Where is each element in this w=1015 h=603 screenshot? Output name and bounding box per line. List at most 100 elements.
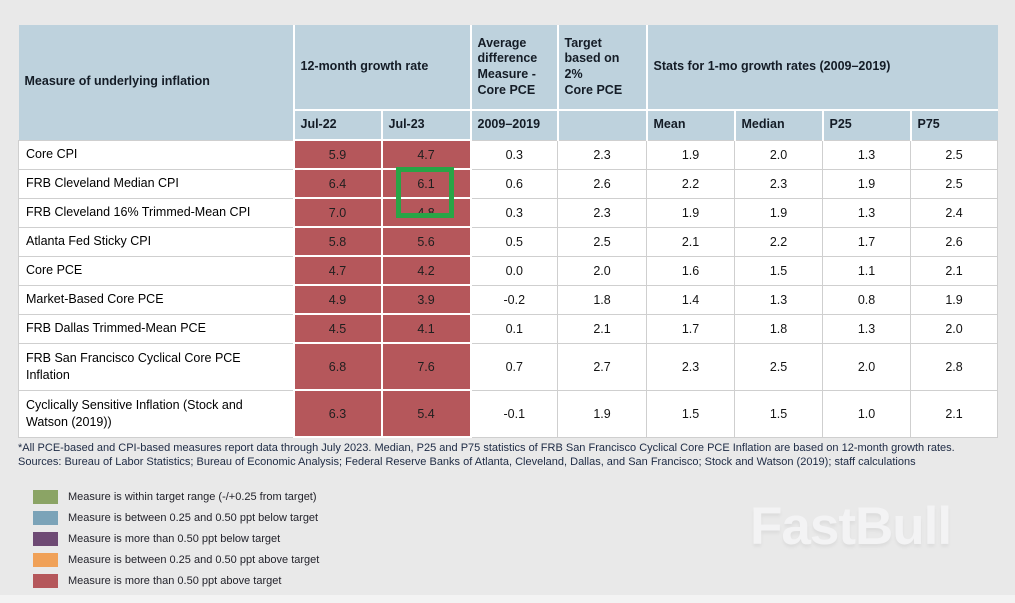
cell-mean: 1.4: [646, 284, 736, 315]
cell-p25: 1.0: [822, 389, 912, 438]
legend-label: Measure is within target range (-/+0.25 …: [68, 491, 317, 503]
cell-p75: 1.9: [910, 284, 999, 315]
cell-p75: 2.8: [910, 342, 999, 391]
cell-mean: 2.2: [646, 168, 736, 199]
cell-p75: 2.0: [910, 313, 999, 344]
cell-p25: 1.3: [822, 139, 912, 170]
cell-median: 1.5: [734, 255, 824, 286]
table-row: Cyclically Sensitive Inflation (Stock an…: [18, 389, 999, 438]
cell-target: 2.1: [557, 313, 648, 344]
row-label: Atlanta Fed Sticky CPI: [18, 226, 294, 257]
legend-label: Measure is between 0.25 and 0.50 ppt abo…: [68, 554, 320, 566]
footnote-line-2: Sources: Bureau of Labor Statistics; Bur…: [18, 456, 916, 468]
cell-p75: 2.5: [910, 168, 999, 199]
cell-jul23: 5.4: [380, 389, 472, 438]
bottom-strip: [0, 595, 1015, 603]
cell-jul23: 3.9: [380, 284, 472, 315]
cell-jul23: 7.6: [380, 342, 472, 391]
row-label: FRB Cleveland Median CPI: [18, 168, 294, 199]
cell-mean: 2.3: [646, 342, 736, 391]
subheader-mean: Mean: [646, 109, 736, 140]
legend-swatch-below-025-050: [33, 511, 58, 525]
cell-median: 2.0: [734, 139, 824, 170]
cell-jul22: 4.5: [292, 313, 383, 344]
cell-p75: 2.5: [910, 139, 999, 170]
cell-jul22: 4.7: [292, 255, 383, 286]
legend-label: Measure is more than 0.50 ppt below targ…: [68, 533, 281, 545]
cell-mean: 1.5: [646, 389, 736, 438]
cell-median: 1.5: [734, 389, 824, 438]
legend-swatch-above-025-050: [33, 553, 58, 567]
cell-jul22: 6.8: [292, 342, 383, 391]
legend-item: Measure is more than 0.50 ppt below targ…: [33, 532, 319, 546]
legend-swatch-below-more-050: [33, 532, 58, 546]
cell-median: 1.8: [734, 313, 824, 344]
cell-jul22: 6.4: [292, 168, 383, 199]
subheader-jul22: Jul-22: [293, 109, 383, 140]
cell-p25: 1.3: [822, 313, 912, 344]
cell-mean: 1.6: [646, 255, 736, 286]
table-subheader-row: Jul-22 Jul-23 2009–2019 Mean Median P25 …: [19, 109, 998, 140]
cell-median: 1.3: [734, 284, 824, 315]
cell-jul22: 4.9: [292, 284, 383, 315]
table-row: FRB Cleveland Median CPI 6.4 6.1 0.6 2.6…: [18, 168, 999, 199]
table-row: FRB San Francisco Cyclical Core PCE Infl…: [18, 342, 999, 391]
cell-jul22: 5.9: [292, 139, 383, 170]
cell-p25: 1.1: [822, 255, 912, 286]
cell-mean: 1.9: [646, 139, 736, 170]
table-row: FRB Dallas Trimmed-Mean PCE 4.5 4.1 0.1 …: [18, 313, 999, 344]
header-measure: Measure of underlying inflation: [18, 25, 295, 140]
cell-p75: 2.1: [910, 389, 999, 438]
row-label: Core CPI: [18, 139, 294, 170]
table-row: Core CPI 5.9 4.7 0.3 2.3 1.9 2.0 1.3 2.5: [18, 139, 999, 170]
subheader-p75: P75: [910, 109, 998, 140]
subheader-median: Median: [734, 109, 824, 140]
row-label: FRB San Francisco Cyclical Core PCE Infl…: [18, 342, 294, 391]
table-row: FRB Cleveland 16% Trimmed-Mean CPI 7.0 4…: [18, 197, 999, 228]
cell-avg-diff: -0.1: [470, 389, 559, 438]
inflation-table-container: Measure of underlying inflation 12-month…: [18, 25, 999, 438]
subheader-jul23: Jul-23: [381, 109, 472, 140]
cell-jul23: 4.7: [380, 139, 472, 170]
cell-p75: 2.4: [910, 197, 999, 228]
cell-mean: 2.1: [646, 226, 736, 257]
cell-target: 2.5: [557, 226, 648, 257]
cell-jul23: 6.1: [380, 168, 472, 199]
row-label: FRB Cleveland 16% Trimmed-Mean CPI: [18, 197, 294, 228]
cell-jul23: 4.1: [380, 313, 472, 344]
cell-avg-diff: 0.0: [470, 255, 559, 286]
row-label: Cyclically Sensitive Inflation (Stock an…: [18, 389, 294, 438]
cell-p25: 1.3: [822, 197, 912, 228]
cell-p25: 1.9: [822, 168, 912, 199]
footnotes: *All PCE-based and CPI-based measures re…: [18, 441, 1008, 469]
legend-item: Measure is within target range (-/+0.25 …: [33, 490, 319, 504]
subheader-p25: P25: [822, 109, 912, 140]
table-row: Market-Based Core PCE 4.9 3.9 -0.2 1.8 1…: [18, 284, 999, 315]
cell-avg-diff: 0.3: [470, 139, 559, 170]
cell-target: 2.3: [557, 139, 648, 170]
cell-avg-diff: 0.6: [470, 168, 559, 199]
row-label: FRB Dallas Trimmed-Mean PCE: [18, 313, 294, 344]
cell-mean: 1.9: [646, 197, 736, 228]
cell-p25: 1.7: [822, 226, 912, 257]
legend-swatch-within-target: [33, 490, 58, 504]
footnote-line-1: *All PCE-based and CPI-based measures re…: [18, 442, 955, 454]
header-avg-difference: Average difference Measure - Core PCE: [470, 25, 559, 110]
cell-median: 2.3: [734, 168, 824, 199]
subheader-target-empty: [557, 109, 648, 140]
cell-jul22: 7.0: [292, 197, 383, 228]
cell-target: 2.6: [557, 168, 648, 199]
table-row: Atlanta Fed Sticky CPI 5.8 5.6 0.5 2.5 2…: [18, 226, 999, 257]
cell-mean: 1.7: [646, 313, 736, 344]
legend-item: Measure is between 0.25 and 0.50 ppt bel…: [33, 511, 319, 525]
cell-jul22: 5.8: [292, 226, 383, 257]
cell-p25: 0.8: [822, 284, 912, 315]
cell-target: 1.8: [557, 284, 648, 315]
legend-label: Measure is between 0.25 and 0.50 ppt bel…: [68, 512, 319, 524]
subheader-period: 2009–2019: [470, 109, 559, 140]
cell-p75: 2.1: [910, 255, 999, 286]
cell-jul23: 5.6: [380, 226, 472, 257]
cell-p25: 2.0: [822, 342, 912, 391]
cell-avg-diff: 0.5: [470, 226, 559, 257]
legend-swatch-above-more-050: [33, 574, 58, 588]
